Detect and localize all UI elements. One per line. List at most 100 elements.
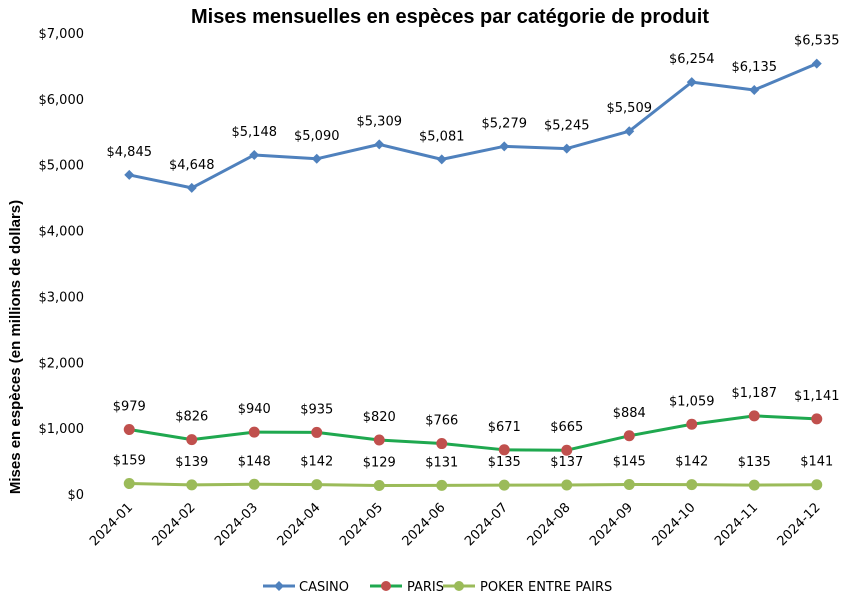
data-point [186,182,197,193]
data-label: $940 [238,402,271,417]
y-tick-label: $7,000 [39,27,85,42]
legend-label: CASINO [299,580,349,595]
series-line-casino [127,62,819,190]
data-label: $131 [425,455,458,470]
x-tick-label: 2024-02 [150,500,199,549]
data-point [623,478,635,490]
series-line-poker-entre-pairs [127,482,819,488]
data-point [186,479,198,491]
data-label: $129 [363,456,396,471]
data-point [123,478,135,490]
data-point [311,479,323,491]
data-point [623,430,635,442]
data-label: $139 [175,455,208,470]
data-label: $159 [113,454,146,469]
data-point [748,479,760,491]
data-point [123,424,135,436]
x-tick-label: 2024-09 [587,500,636,549]
x-tick-label: 2024-08 [525,500,574,549]
legend-item-paris: PARIS [370,580,444,595]
data-label: $979 [113,400,146,415]
y-axis: $0 $1,000 $2,000 $3,000 $4,000 $5,000 $6,000 $7… [39,27,85,503]
legend-item-casino: CASINO [263,580,349,595]
data-label: $5,309 [357,114,403,129]
data-label: $766 [425,414,458,429]
data-label: $137 [550,455,583,470]
data-label: $145 [613,454,646,469]
data-point [124,169,135,180]
data-point [561,444,573,456]
data-label: $4,648 [169,158,215,173]
data-point [811,413,823,425]
series-poker-entre-pairs: $159 $139 $148 $142 $129 $131 $135 $137 $145 $142… [113,454,833,492]
data-label: $820 [363,410,396,425]
data-point [311,153,322,164]
x-tick-label: 2024-12 [775,500,824,549]
data-label: $5,090 [294,129,340,144]
data-label: $5,245 [544,119,590,134]
x-tick-label: 2024-07 [462,500,511,549]
data-label: $142 [300,455,333,470]
data-label: $141 [800,455,833,470]
series-line-paris [127,414,819,452]
y-tick-label: $3,000 [39,290,85,305]
series-casino: $4,845 $4,648 $5,148 $5,090 $5,309 $5,081 $5,2… [107,34,840,193]
data-point [686,77,697,88]
data-label: $142 [675,455,708,470]
legend-marker [274,581,284,591]
data-point [748,410,760,422]
y-tick-label: $5,000 [39,159,85,174]
data-point [498,444,510,456]
data-label: $148 [238,454,271,469]
data-point [749,84,760,95]
data-point [811,479,823,491]
data-point [624,126,635,137]
data-label: $4,845 [107,145,153,160]
data-label: $1,187 [732,386,778,401]
data-label: $6,535 [794,34,840,49]
x-tick-label: 2024-11 [712,500,761,549]
data-label: $5,148 [232,125,278,140]
data-point [248,478,260,490]
data-point [374,139,385,150]
data-point [561,479,573,491]
y-tick-label: $0 [67,488,84,503]
legend: CASINO PARIS POKER ENTRE PAIRS [263,580,612,595]
data-label: $1,141 [794,389,840,404]
y-tick-label: $6,000 [39,93,85,108]
data-label: $826 [175,410,208,425]
data-label: $6,254 [669,52,715,67]
data-label: $884 [613,406,646,421]
y-tick-label: $4,000 [39,225,85,240]
series-layer: $4,845 $4,648 $5,148 $5,090 $5,309 $5,081 $5,2… [107,34,840,492]
legend-label: PARIS [407,580,444,595]
data-label: $135 [738,455,771,470]
data-label: $5,279 [482,116,528,131]
y-axis-label: Mises en espèces (en millions de dollars… [7,200,24,494]
data-point [499,141,510,152]
data-label: $671 [488,420,521,435]
data-point [686,479,698,491]
legend-marker [454,581,464,591]
y-tick-label: $1,000 [39,422,85,437]
legend-item-poker-entre-pairs: POKER ENTRE PAIRS [443,580,612,595]
x-tick-label: 2024-10 [650,500,699,549]
data-point [311,426,323,438]
x-tick-label: 2024-01 [87,500,136,549]
chart-title: Mises mensuelles en espèces par catégori… [191,6,709,28]
data-point [186,434,198,446]
data-label: $6,135 [732,60,778,75]
data-label: $1,059 [669,394,715,409]
data-point [498,479,510,491]
legend-label: POKER ENTRE PAIRS [480,580,612,595]
data-point [373,480,385,492]
x-tick-label: 2024-03 [212,500,261,549]
data-point [249,149,260,160]
data-label: $665 [550,420,583,435]
legend-marker [381,581,391,591]
x-tick-label: 2024-06 [400,500,449,549]
data-point [248,426,260,438]
data-point [436,479,448,491]
data-label: $5,509 [607,101,653,116]
